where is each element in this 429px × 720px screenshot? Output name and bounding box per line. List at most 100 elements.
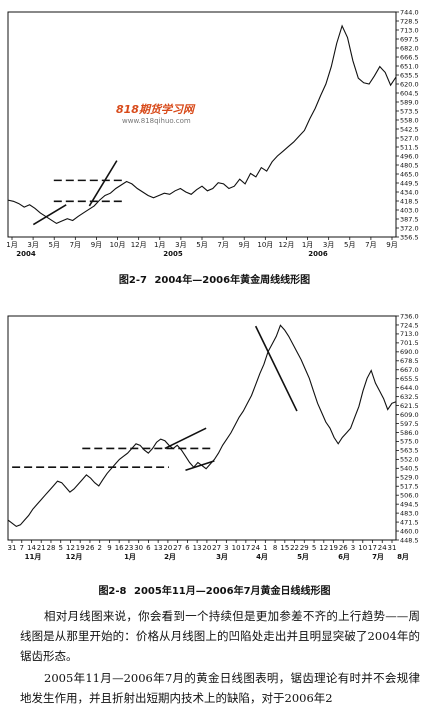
y-tick-label: 483.0 [400, 509, 419, 517]
x-tick-label: 5月 [48, 241, 59, 249]
x-tick-label: 6 [146, 544, 151, 552]
weekly-gold-chart: 744.0728.5713.0697.5682.0666.5651.0635.5… [6, 8, 419, 258]
x-tick-label: 26 [339, 544, 348, 552]
y-tick-label: 387.5 [400, 215, 419, 223]
x-tick-label: 7月 [217, 241, 228, 249]
x-period-label: 2月 [164, 553, 176, 561]
x-tick-label: 24 [378, 544, 387, 552]
x-tick-label: 20 [163, 544, 172, 552]
logo-url: www.818qihuo.com [122, 117, 191, 125]
trendline [185, 460, 215, 472]
x-tick-label: 2 [97, 544, 101, 552]
x-period-label: 2004 [16, 250, 36, 258]
trendline [88, 160, 118, 207]
trendline [254, 325, 298, 412]
figure-number: 图2-8 [98, 586, 127, 597]
y-tick-label: 604.5 [400, 89, 419, 97]
y-tick-label: 540.5 [400, 465, 419, 473]
y-tick-label: 460.0 [400, 527, 419, 535]
x-tick-label: 7 [20, 544, 24, 552]
y-tick-label: 644.0 [400, 384, 419, 392]
y-tick-label: 609.0 [400, 411, 419, 419]
x-tick-label: 12月 [131, 241, 147, 249]
price-line [7, 324, 397, 528]
x-tick-label: 20 [202, 544, 211, 552]
figure-number: 图2-7 [118, 275, 147, 286]
y-tick-label: 558.0 [400, 116, 419, 124]
x-period-label: 12月 [66, 553, 83, 561]
figure-caption-1: 图2-7 2004年—2006年黄金周线线形图 [0, 271, 429, 286]
x-tick-label: 5 [312, 544, 316, 552]
y-tick-label: 418.5 [400, 197, 419, 205]
x-period-label: 1月 [124, 553, 136, 561]
x-period-label: 2006 [308, 250, 328, 258]
x-tick-label: 10月 [110, 241, 126, 249]
y-tick-label: 573.5 [400, 107, 419, 115]
price-line [7, 24, 397, 225]
y-tick-label: 682.0 [400, 44, 419, 52]
y-tick-label: 697.5 [400, 35, 419, 43]
y-tick-label: 589.0 [400, 98, 419, 106]
x-period-label: 11月 [25, 553, 42, 561]
trendline [164, 427, 207, 450]
y-tick-label: 527.0 [400, 134, 419, 142]
y-tick-label: 713.0 [400, 330, 419, 338]
x-tick-label: 5月 [344, 241, 355, 249]
y-tick-label: 701.5 [400, 339, 419, 347]
y-tick-label: 620.0 [400, 80, 419, 88]
x-tick-label: 1月 [154, 241, 165, 249]
x-tick-label: 26 [85, 544, 94, 552]
y-tick-label: 434.0 [400, 188, 419, 196]
body-paragraph-2: 2005年11月—2006年7月的黄金日线图表明，锯齿理论有时并不会规律地发生作… [20, 671, 420, 705]
x-period-label: 8月 [397, 553, 409, 561]
y-tick-label: 744.0 [400, 8, 419, 16]
y-tick-label: 651.0 [400, 62, 419, 70]
x-tick-label: 1月 [302, 241, 313, 249]
logo-brand: 818期货学习网 [116, 103, 194, 116]
y-tick-label: 471.5 [400, 518, 419, 526]
y-tick-label: 575.0 [400, 438, 419, 446]
y-tick-label: 597.5 [400, 420, 419, 428]
x-tick-label: 17 [368, 544, 377, 552]
x-tick-label: 5月 [196, 241, 207, 249]
y-tick-label: 465.0 [400, 170, 419, 178]
x-tick-label: 1月 [6, 241, 17, 249]
x-tick-label: 19 [76, 544, 85, 552]
y-tick-label: 449.5 [400, 179, 419, 187]
x-tick-label: 28 [47, 544, 56, 552]
y-tick-label: 542.5 [400, 125, 419, 133]
x-tick-label: 3 [224, 544, 228, 552]
x-tick-label: 8 [273, 544, 277, 552]
site-logo: 818期货学习网 www.818qihuo.com [116, 98, 194, 125]
x-tick-label: 10 [358, 544, 367, 552]
y-tick-label: 632.5 [400, 393, 419, 401]
x-tick-label: 12 [66, 544, 75, 552]
x-tick-label: 17 [241, 544, 250, 552]
y-tick-label: 356.5 [400, 233, 419, 241]
x-period-label: 3月 [216, 553, 228, 561]
y-tick-label: 713.0 [400, 26, 419, 34]
x-tick-label: 22 [290, 544, 299, 552]
x-period-label: 5月 [297, 553, 309, 561]
y-tick-label: 621.5 [400, 402, 419, 410]
x-tick-label: 10 [232, 544, 241, 552]
x-tick-label: 16 [115, 544, 124, 552]
x-period-label: 2005 [163, 250, 183, 258]
y-tick-label: 494.5 [400, 500, 419, 508]
y-tick-label: 496.0 [400, 152, 419, 160]
x-tick-label: 3月 [175, 241, 186, 249]
x-tick-label: 12月 [278, 241, 294, 249]
y-tick-label: 372.0 [400, 224, 419, 232]
x-tick-label: 27 [173, 544, 182, 552]
x-tick-label: 24 [251, 544, 260, 552]
x-tick-label: 1 [263, 544, 267, 552]
x-tick-label: 13 [154, 544, 163, 552]
x-tick-label: 5 [58, 544, 62, 552]
y-tick-label: 655.5 [400, 375, 419, 383]
y-tick-label: 667.0 [400, 366, 419, 374]
plot-frame [7, 315, 397, 541]
x-tick-label: 9 [107, 544, 111, 552]
x-tick-label: 9月 [91, 241, 102, 249]
x-period-label: 6月 [338, 553, 350, 561]
